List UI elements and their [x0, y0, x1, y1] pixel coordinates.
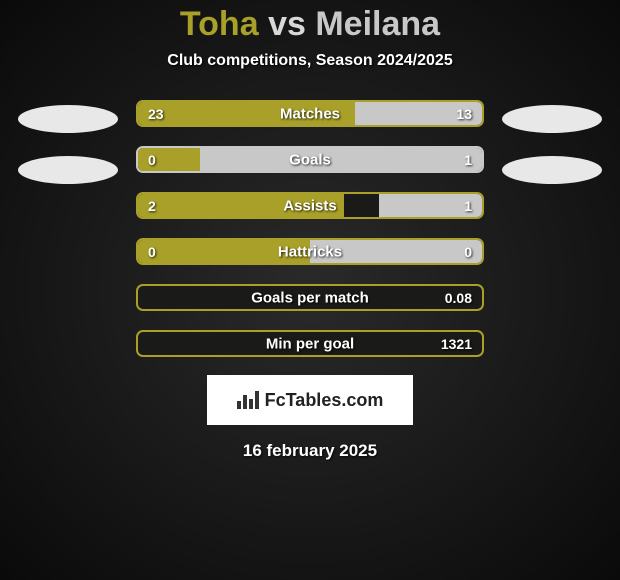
stat-value-left: 2: [148, 198, 156, 214]
stat-bar: Goals per match 0.08: [136, 284, 484, 311]
logo-text: FcTables.com: [265, 390, 384, 411]
date-text: 16 february 2025: [243, 441, 377, 461]
stat-label: Goals: [289, 151, 331, 168]
stat-value-right: 0.08: [445, 290, 472, 306]
stat-label: Matches: [280, 105, 340, 122]
stat-value-left: 23: [148, 106, 164, 122]
vs-text: vs: [268, 5, 306, 43]
stats-area: Matches2313Goals01Assists21Hattricks00Go…: [0, 100, 620, 357]
stat-value-left: 0: [148, 244, 156, 260]
stat-value-right: 1: [464, 152, 472, 168]
avatar-placeholder: [18, 105, 118, 133]
comparison-card: Toha vs Meilana Club competitions, Seaso…: [0, 0, 620, 580]
stat-value-right: 1: [464, 198, 472, 214]
logo-box: FcTables.com: [207, 375, 413, 425]
stat-bars: Matches2313Goals01Assists21Hattricks00Go…: [136, 100, 484, 357]
stat-label: Goals per match: [251, 289, 369, 306]
stat-label: Hattricks: [278, 243, 342, 260]
stat-bar: Hattricks 0 0: [136, 238, 484, 265]
right-avatars: [502, 100, 602, 184]
stat-bar: Goals 0 1: [136, 146, 484, 173]
stat-value-right: 0: [464, 244, 472, 260]
chart-icon: [237, 391, 259, 409]
stat-value-right: 1321: [441, 336, 472, 352]
avatar-placeholder: [18, 156, 118, 184]
player1-name: Toha: [180, 5, 259, 43]
avatar-placeholder: [502, 156, 602, 184]
stat-value-right: 13: [456, 106, 472, 122]
stat-label: Assists: [283, 197, 336, 214]
stat-bar: Matches 23 13: [136, 100, 484, 127]
stat-label: Min per goal: [266, 335, 354, 352]
avatar-placeholder: [502, 105, 602, 133]
subtitle: Club competitions, Season 2024/2025: [167, 52, 452, 70]
bar-fill-right: [200, 148, 482, 171]
title: Toha vs Meilana: [180, 5, 440, 44]
stat-bar: Assists 2 1: [136, 192, 484, 219]
player2-name: Meilana: [315, 5, 440, 43]
left-avatars: [18, 100, 118, 184]
stat-bar: Min per goal 1321: [136, 330, 484, 357]
stat-value-left: 0: [148, 152, 156, 168]
